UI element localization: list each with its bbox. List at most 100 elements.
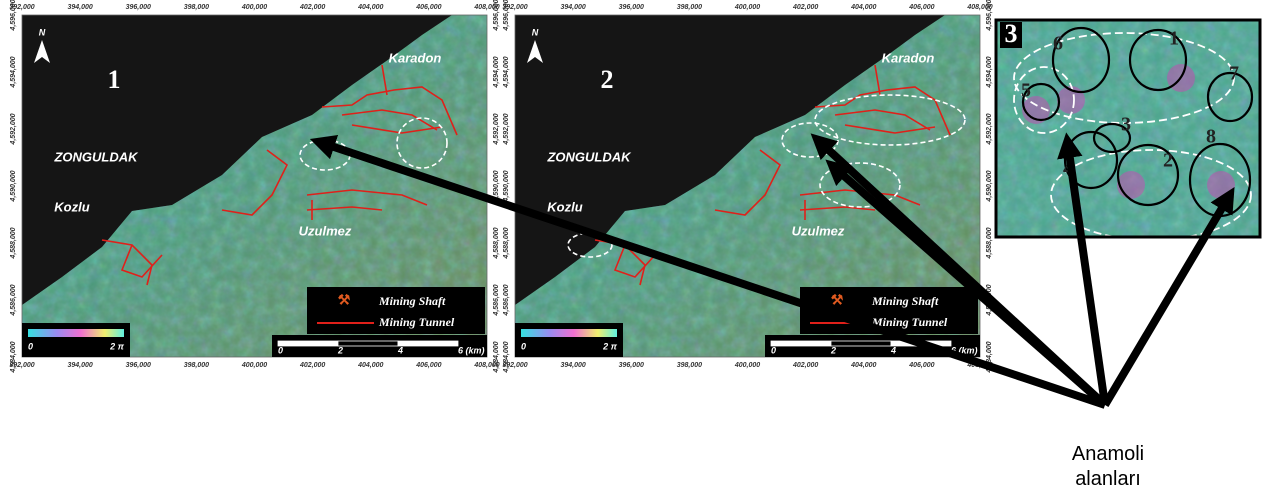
x-coord-bottom: 396,000 — [126, 362, 151, 369]
y-coord-right: 4,596,000 — [493, 0, 500, 32]
scalebar-label: 2 — [830, 345, 836, 355]
legend-shaft-icon: ⚒ — [831, 292, 844, 308]
scalebar-label: 4 — [397, 345, 403, 355]
figure: 392,000392,000394,000394,000396,000396,0… — [0, 0, 1263, 497]
x-coord-bottom: 402,000 — [299, 362, 325, 369]
inset-label: 3 — [1121, 114, 1131, 136]
y-coord-left: 4,584,000 — [10, 341, 17, 373]
inset-number: 3 — [1005, 19, 1018, 48]
x-coord-bottom: 400,000 — [241, 362, 267, 369]
x-coord-top: 406,000 — [415, 4, 441, 11]
x-coord-bottom: 394,000 — [67, 362, 92, 369]
x-coord-top: 404,000 — [850, 4, 876, 11]
place-label: ZONGULDAK — [53, 149, 139, 164]
y-coord-left: 4,586,000 — [503, 284, 510, 316]
inset-hotspot — [1207, 171, 1235, 199]
y-coord-right: 4,590,000 — [986, 170, 993, 202]
annotation-line: Anamoli — [1072, 443, 1144, 465]
y-coord-left: 4,592,000 — [10, 113, 17, 145]
y-coord-left: 4,590,000 — [503, 170, 510, 202]
annotation: Anamoli alanları — [1072, 443, 1144, 490]
x-coord-bottom: 396,000 — [619, 362, 644, 369]
y-coord-right: 4,588,000 — [986, 227, 993, 259]
colorbar-box — [22, 323, 130, 357]
inset-label: 7 — [1229, 63, 1239, 85]
colorbar-label: 0 — [28, 341, 33, 351]
place-label: Karadon — [882, 50, 935, 65]
inset-label: 5 — [1021, 80, 1031, 102]
x-coord-bottom: 404,000 — [850, 362, 876, 369]
scalebar-segment — [278, 341, 338, 346]
x-coord-top: 394,000 — [560, 4, 585, 11]
colorbar-label: 2 π — [109, 341, 125, 351]
y-coord-right: 4,594,000 — [986, 56, 993, 88]
x-coord-top: 398,000 — [677, 4, 702, 11]
y-coord-right: 4,586,000 — [493, 284, 500, 316]
scalebar-label: 0 — [278, 345, 283, 355]
place-label: Uzulmez — [792, 223, 845, 238]
x-coord-top: 402,000 — [792, 4, 818, 11]
north-label: N — [532, 27, 539, 37]
x-coord-bottom: 394,000 — [560, 362, 585, 369]
x-coord-bottom: 398,000 — [184, 362, 209, 369]
panel-number: 1 — [108, 65, 121, 94]
figure-content: 392,000392,000394,000394,000396,000396,0… — [9, 0, 1260, 490]
place-label: Karadon — [389, 50, 442, 65]
inset-label: 2 — [1163, 150, 1173, 172]
y-coord-right: 4,592,000 — [986, 113, 993, 145]
x-coord-bottom: 404,000 — [357, 362, 383, 369]
scalebar-label: 0 — [771, 345, 776, 355]
colorbar-box — [515, 323, 623, 357]
inset-label: 8 — [1206, 126, 1216, 148]
place-label: Kozlu — [547, 199, 582, 214]
x-coord-bottom: 402,000 — [792, 362, 818, 369]
y-coord-left: 4,596,000 — [503, 0, 510, 32]
colorbar-label: 2 π — [602, 341, 618, 351]
legend-label: Mining Tunnel — [378, 315, 455, 329]
x-coord-top: 396,000 — [619, 4, 644, 11]
place-label: Kozlu — [54, 199, 89, 214]
x-coord-top: 398,000 — [184, 4, 209, 11]
x-coord-top: 400,000 — [241, 4, 267, 11]
x-coord-bottom: 406,000 — [415, 362, 441, 369]
map-panel: 392,000392,000394,000394,000396,000396,0… — [9, 0, 500, 374]
scalebar-segment — [831, 341, 891, 346]
place-label: ZONGULDAK — [546, 149, 632, 164]
y-coord-right: 4,592,000 — [493, 113, 500, 145]
inset-label: 6 — [1053, 33, 1063, 55]
annotation-line: alanları — [1075, 468, 1141, 490]
y-coord-left: 4,592,000 — [503, 113, 510, 145]
colorbar-label: 0 — [521, 341, 526, 351]
y-coord-right: 4,584,000 — [493, 341, 500, 373]
x-coord-top: 396,000 — [126, 4, 151, 11]
x-coord-top: 404,000 — [357, 4, 383, 11]
legend-label: Mining Shaft — [378, 294, 446, 308]
legend-label: Mining Shaft — [871, 294, 939, 308]
x-coord-top: 402,000 — [299, 4, 325, 11]
colorbar — [521, 329, 617, 337]
y-coord-right: 4,594,000 — [493, 56, 500, 88]
y-coord-left: 4,588,000 — [503, 227, 510, 259]
inset-hotspot — [1117, 171, 1145, 199]
y-coord-left: 4,594,000 — [10, 56, 17, 88]
map-panel: 392,000392,000394,000394,000396,000396,0… — [502, 0, 993, 374]
panel-number: 2 — [601, 65, 614, 94]
x-coord-top: 406,000 — [908, 4, 934, 11]
y-coord-left: 4,586,000 — [10, 284, 17, 316]
scalebar-label: 4 — [890, 345, 896, 355]
scalebar-label: 6 (km) — [458, 345, 485, 355]
scalebar-segment — [338, 341, 398, 346]
y-coord-right: 4,596,000 — [986, 0, 993, 32]
y-coord-left: 4,590,000 — [10, 170, 17, 202]
inset-label: 1 — [1169, 28, 1179, 50]
y-coord-left: 4,594,000 — [503, 56, 510, 88]
colorbar — [28, 329, 124, 337]
x-coord-top: 400,000 — [734, 4, 760, 11]
x-coord-bottom: 400,000 — [734, 362, 760, 369]
y-coord-left: 4,588,000 — [10, 227, 17, 259]
scalebar-segment — [398, 341, 458, 346]
x-coord-bottom: 398,000 — [677, 362, 702, 369]
x-coord-bottom: 406,000 — [908, 362, 934, 369]
y-coord-left: 4,584,000 — [503, 341, 510, 373]
scalebar-label: 2 — [337, 345, 343, 355]
